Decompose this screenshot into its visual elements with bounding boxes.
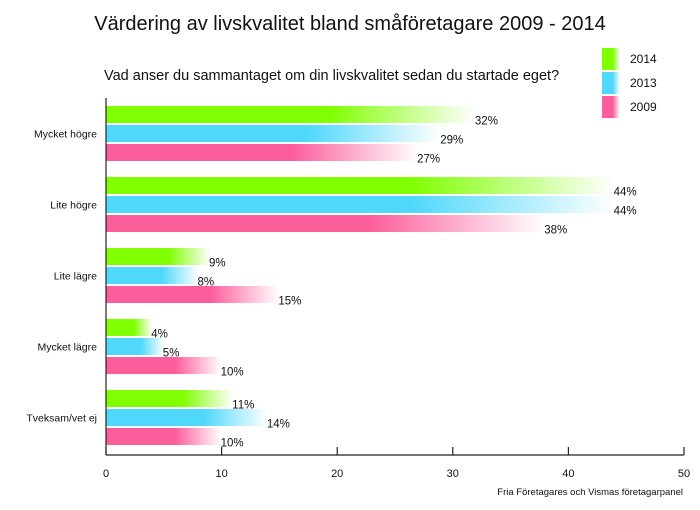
legend-swatch-2014	[602, 48, 620, 70]
source-note: Fria Företagares och Vismas företagarpan…	[497, 487, 683, 498]
legend-swatch-2009	[602, 96, 620, 118]
bars: Mycket högre 32% 29%27% Lite högre 44% 44% 38%…	[26, 106, 637, 450]
data-label: 15%	[278, 296, 301, 308]
data-label: 10%	[221, 367, 244, 379]
bar-2013	[106, 196, 615, 213]
data-label: 44%	[614, 187, 637, 199]
data-label: 14%	[267, 419, 290, 431]
bar-2013	[106, 267, 199, 284]
category-label: Mycket lägre	[37, 342, 97, 354]
legend-label-2014: 2014	[630, 52, 657, 66]
bar-2009	[106, 215, 546, 232]
x-tick-label: 20	[331, 468, 343, 480]
data-label: 27%	[417, 154, 440, 166]
category-label: Lite högre	[50, 200, 97, 212]
data-label: 38%	[544, 225, 567, 237]
axes: 0 10 20 30 40 50	[103, 98, 690, 480]
bar-2013	[106, 409, 268, 426]
x-tick-label: 50	[678, 468, 690, 480]
bar-2009	[106, 286, 280, 303]
legend-swatch-2013	[602, 72, 620, 94]
data-label: 4%	[151, 329, 168, 341]
bar-2009	[106, 144, 419, 161]
category-label: Tveksam/vet ej	[26, 413, 97, 425]
category-label: Mycket högre	[34, 129, 97, 141]
data-label: 10%	[221, 438, 244, 450]
data-label: 44%	[614, 206, 637, 218]
data-label: 32%	[475, 116, 498, 128]
bar-2014	[106, 390, 234, 407]
category-label: Lite lägre	[54, 271, 97, 283]
x-tick-label: 30	[447, 468, 459, 480]
x-tick-label: 40	[562, 468, 574, 480]
bar-2013	[106, 338, 164, 355]
bar-2009	[106, 428, 222, 445]
chart-subtitle: Vad anser du sammantaget om din livskval…	[104, 68, 559, 84]
data-label: 29%	[440, 135, 463, 147]
data-label: 8%	[197, 277, 214, 289]
legend: 2014 2013 2009	[602, 48, 657, 118]
x-tick-label: 0	[103, 468, 109, 480]
chart-title: Värdering av livskvalitet bland småföret…	[94, 13, 605, 35]
legend-label-2013: 2013	[630, 76, 657, 90]
data-label: 5%	[163, 348, 180, 360]
data-label: 9%	[209, 258, 226, 270]
bar-2014	[106, 177, 615, 194]
legend-label-2009: 2009	[630, 100, 657, 114]
data-label: 11%	[232, 400, 254, 412]
bar-2014	[106, 248, 211, 265]
bar-2013	[106, 125, 442, 142]
bar-2014	[106, 106, 476, 123]
x-tick-label: 10	[215, 468, 227, 480]
bar-2014	[106, 319, 153, 336]
bar-2009	[106, 357, 222, 374]
